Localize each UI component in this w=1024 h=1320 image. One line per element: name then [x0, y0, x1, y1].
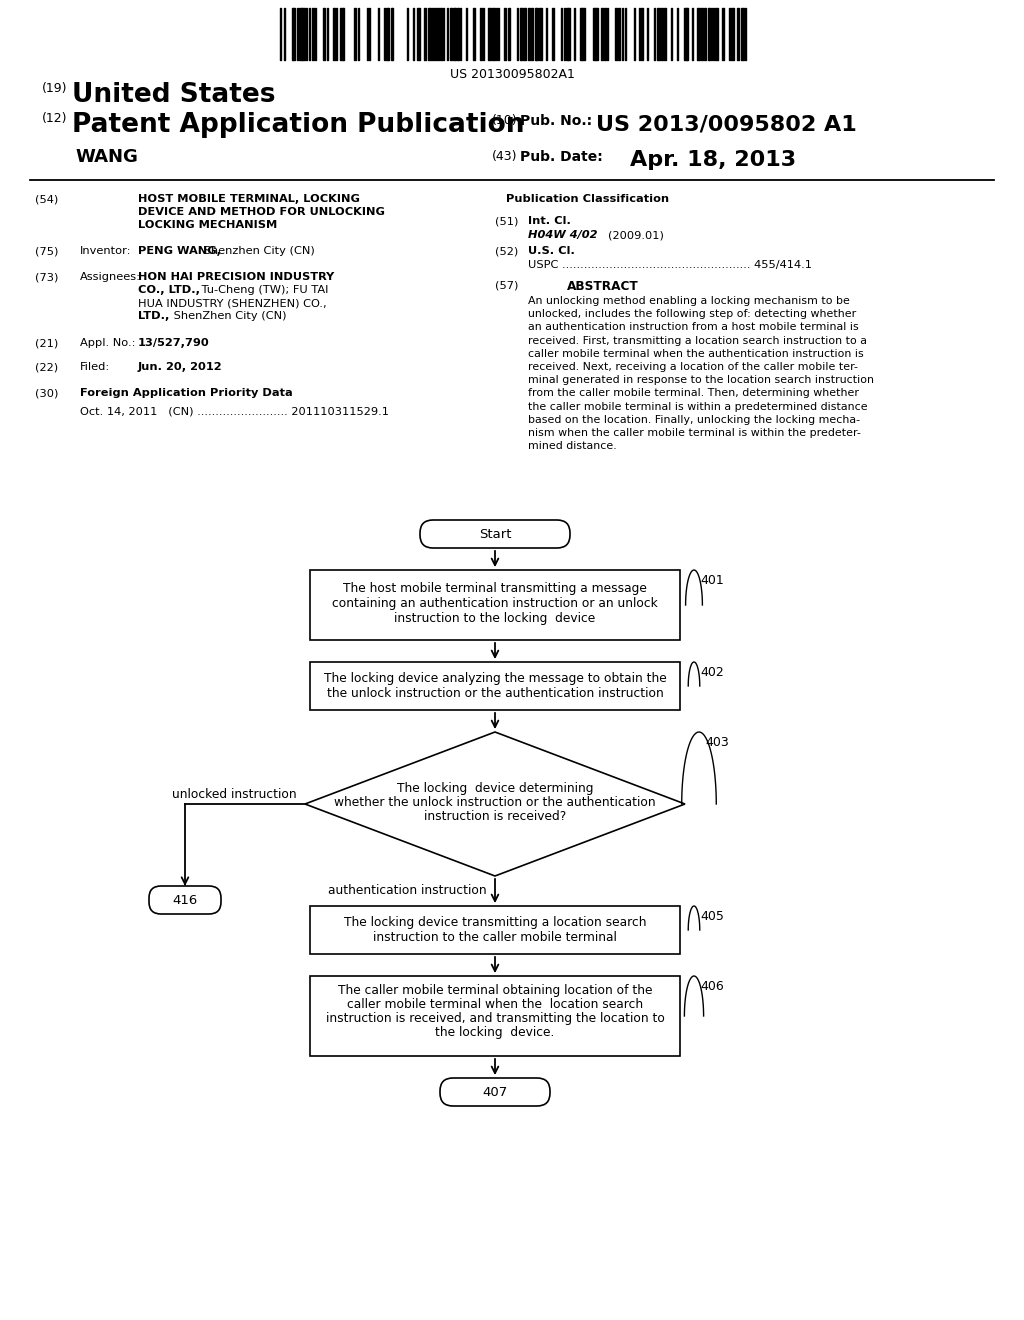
Text: The locking device analyzing the message to obtain the: The locking device analyzing the message…: [324, 672, 667, 685]
Text: US 20130095802A1: US 20130095802A1: [450, 69, 574, 81]
Text: The locking  device determining: The locking device determining: [396, 781, 593, 795]
Text: Pub. No.:: Pub. No.:: [520, 114, 592, 128]
Text: LTD.,: LTD.,: [138, 312, 169, 321]
Text: an authentication instruction from a host mobile terminal is: an authentication instruction from a hos…: [528, 322, 859, 333]
Text: the locking  device.: the locking device.: [435, 1026, 555, 1039]
Text: Oct. 14, 2011   (CN) ......................... 201110311529.1: Oct. 14, 2011 (CN) .....................…: [80, 407, 389, 416]
Text: An unlocking method enabling a locking mechanism to be: An unlocking method enabling a locking m…: [528, 296, 850, 306]
Text: (30): (30): [35, 388, 58, 399]
Bar: [310, 906, 680, 954]
Text: caller mobile terminal when the  location search: caller mobile terminal when the location…: [347, 998, 643, 1011]
Text: instruction to the locking  device: instruction to the locking device: [394, 612, 596, 624]
Text: Assignees:: Assignees:: [80, 272, 141, 282]
Text: US 2013/0095802 A1: US 2013/0095802 A1: [596, 114, 857, 135]
Text: from the caller mobile terminal. Then, determining whether: from the caller mobile terminal. Then, d…: [528, 388, 859, 399]
Text: minal generated in response to the location search instruction: minal generated in response to the locat…: [528, 375, 874, 385]
Bar: [310, 975, 680, 1056]
Text: whether the unlock instruction or the authentication: whether the unlock instruction or the au…: [334, 796, 655, 809]
Bar: [310, 663, 680, 710]
Text: containing an authentication instruction or an unlock: containing an authentication instruction…: [332, 597, 657, 610]
Text: LOCKING MECHANISM: LOCKING MECHANISM: [138, 220, 278, 230]
Bar: [310, 570, 680, 640]
Text: received. First, transmitting a location search instruction to a: received. First, transmitting a location…: [528, 335, 867, 346]
Text: DEVICE AND METHOD FOR UNLOCKING: DEVICE AND METHOD FOR UNLOCKING: [138, 207, 385, 216]
Text: received. Next, receiving a location of the caller mobile ter-: received. Next, receiving a location of …: [528, 362, 858, 372]
Text: 402: 402: [700, 667, 724, 678]
Text: Tu-Cheng (TW); FU TAI: Tu-Cheng (TW); FU TAI: [198, 285, 329, 294]
Text: unlocked, includes the following step of: detecting whether: unlocked, includes the following step of…: [528, 309, 856, 319]
Text: instruction to the caller mobile terminal: instruction to the caller mobile termina…: [373, 931, 616, 944]
Text: caller mobile terminal when the authentication instruction is: caller mobile terminal when the authenti…: [528, 348, 864, 359]
Text: United States: United States: [72, 82, 275, 108]
Text: 405: 405: [700, 909, 724, 923]
Text: (22): (22): [35, 362, 58, 372]
Text: (2009.01): (2009.01): [608, 230, 664, 240]
Text: (54): (54): [35, 194, 58, 205]
Text: Apr. 18, 2013: Apr. 18, 2013: [630, 150, 796, 170]
Text: authentication instruction: authentication instruction: [329, 884, 487, 898]
Text: CO., LTD.,: CO., LTD.,: [138, 285, 200, 294]
Text: Pub. Date:: Pub. Date:: [520, 150, 603, 164]
Text: (51): (51): [495, 216, 518, 226]
Text: 403: 403: [705, 737, 729, 748]
Text: ABSTRACT: ABSTRACT: [567, 280, 639, 293]
Text: The locking device transmitting a location search: The locking device transmitting a locati…: [344, 916, 646, 929]
Polygon shape: [305, 733, 685, 876]
Text: PENG WANG,: PENG WANG,: [138, 246, 221, 256]
Text: The caller mobile terminal obtaining location of the: The caller mobile terminal obtaining loc…: [338, 983, 652, 997]
Text: HOST MOBILE TERMINAL, LOCKING: HOST MOBILE TERMINAL, LOCKING: [138, 194, 359, 205]
Text: (75): (75): [35, 246, 58, 256]
Text: Int. Cl.: Int. Cl.: [528, 216, 570, 226]
Text: (43): (43): [492, 150, 517, 162]
Text: instruction is received, and transmitting the location to: instruction is received, and transmittin…: [326, 1012, 665, 1026]
Text: 406: 406: [700, 979, 724, 993]
Text: based on the location. Finally, unlocking the locking mecha-: based on the location. Finally, unlockin…: [528, 414, 860, 425]
FancyBboxPatch shape: [150, 886, 221, 913]
Text: Start: Start: [479, 528, 511, 540]
Text: 407: 407: [482, 1085, 508, 1098]
Text: mined distance.: mined distance.: [528, 441, 616, 451]
Text: Foreign Application Priority Data: Foreign Application Priority Data: [80, 388, 293, 399]
Text: instruction is received?: instruction is received?: [424, 810, 566, 822]
Text: 401: 401: [700, 574, 724, 587]
Text: the caller mobile terminal is within a predetermined distance: the caller mobile terminal is within a p…: [528, 401, 867, 412]
Text: Patent Application Publication: Patent Application Publication: [72, 112, 524, 139]
Text: Shenzhen City (CN): Shenzhen City (CN): [200, 246, 314, 256]
Text: U.S. Cl.: U.S. Cl.: [528, 246, 574, 256]
Text: ShenZhen City (CN): ShenZhen City (CN): [170, 312, 287, 321]
Text: (57): (57): [495, 280, 518, 290]
Text: H04W 4/02: H04W 4/02: [528, 230, 597, 240]
Text: 13/527,790: 13/527,790: [138, 338, 210, 348]
Text: nism when the caller mobile terminal is within the predeter-: nism when the caller mobile terminal is …: [528, 428, 861, 438]
Text: WANG: WANG: [75, 148, 138, 166]
Text: (12): (12): [42, 112, 68, 125]
Text: the unlock instruction or the authentication instruction: the unlock instruction or the authentica…: [327, 686, 664, 700]
Text: Appl. No.:: Appl. No.:: [80, 338, 135, 348]
Text: (73): (73): [35, 272, 58, 282]
Text: HUA INDUSTRY (SHENZHEN) CO.,: HUA INDUSTRY (SHENZHEN) CO.,: [138, 298, 327, 308]
Text: Publication Classification: Publication Classification: [507, 194, 670, 205]
Text: The host mobile terminal transmitting a message: The host mobile terminal transmitting a …: [343, 582, 647, 595]
Text: unlocked instruction: unlocked instruction: [172, 788, 297, 800]
Text: Inventor:: Inventor:: [80, 246, 131, 256]
Text: Filed:: Filed:: [80, 362, 111, 372]
Text: 416: 416: [172, 894, 198, 907]
Text: (52): (52): [495, 246, 518, 256]
Text: (19): (19): [42, 82, 68, 95]
Text: (10): (10): [492, 114, 517, 127]
Text: HON HAI PRECISION INDUSTRY: HON HAI PRECISION INDUSTRY: [138, 272, 334, 282]
FancyBboxPatch shape: [420, 520, 570, 548]
Text: Jun. 20, 2012: Jun. 20, 2012: [138, 362, 222, 372]
FancyBboxPatch shape: [440, 1078, 550, 1106]
Text: USPC .................................................... 455/414.1: USPC ...................................…: [528, 260, 812, 271]
Text: (21): (21): [35, 338, 58, 348]
